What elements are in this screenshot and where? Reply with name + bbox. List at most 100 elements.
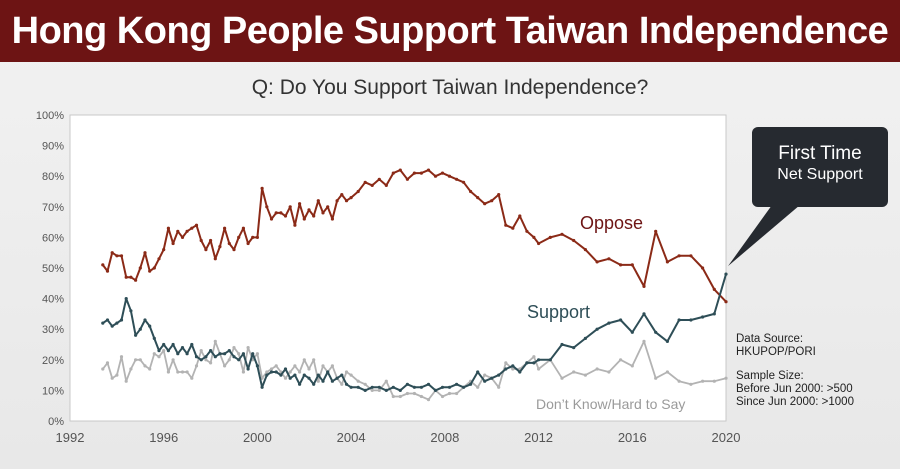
y-tick-label: 100% <box>36 110 64 122</box>
data-point <box>232 346 236 350</box>
data-point <box>312 382 316 386</box>
data-point <box>363 388 367 392</box>
data-point <box>447 385 452 389</box>
data-point <box>490 199 494 203</box>
sample-size-since: Since Jun 2000: >1000 <box>736 396 854 408</box>
data-point <box>462 180 466 184</box>
data-point <box>199 358 203 362</box>
series-label-dont-know: Don’t Know/Hard to Say <box>536 396 685 412</box>
data-point <box>363 180 367 184</box>
y-tick-label: 40% <box>42 294 64 306</box>
data-point <box>218 245 222 249</box>
data-point <box>504 367 508 371</box>
data-point <box>349 196 353 200</box>
data-point <box>595 327 599 331</box>
data-point <box>511 367 515 371</box>
data-point <box>724 376 728 380</box>
data-point <box>518 370 522 374</box>
data-point <box>180 370 185 374</box>
data-point <box>572 238 576 243</box>
data-point <box>677 254 681 258</box>
data-point <box>166 226 170 230</box>
data-point <box>560 376 564 380</box>
data-point <box>255 235 259 239</box>
data-point <box>218 352 222 356</box>
data-point <box>101 321 105 325</box>
data-point <box>548 358 552 362</box>
data-point <box>269 367 274 371</box>
data-point <box>176 352 180 356</box>
data-point <box>511 364 515 368</box>
data-point <box>251 352 255 356</box>
data-point <box>476 196 480 200</box>
y-tick-label: 20% <box>42 355 64 367</box>
data-point <box>134 358 138 362</box>
data-point <box>274 364 278 368</box>
data-source-label: Data Source: <box>736 333 804 345</box>
data-point <box>316 199 320 203</box>
data-point <box>105 269 110 273</box>
data-point <box>138 358 142 362</box>
data-point <box>504 361 508 365</box>
data-point <box>307 376 311 380</box>
data-point <box>157 355 161 359</box>
data-point <box>171 358 175 362</box>
data-point <box>213 257 217 261</box>
data-point <box>455 382 459 386</box>
data-point <box>213 355 217 359</box>
data-point <box>321 364 325 368</box>
data-point <box>405 391 409 396</box>
data-point <box>307 208 311 212</box>
data-point <box>115 373 119 377</box>
data-point <box>689 254 693 258</box>
data-point <box>398 168 402 172</box>
data-point <box>227 349 231 353</box>
data-point <box>115 321 119 325</box>
data-point <box>525 361 529 365</box>
data-point <box>377 388 381 392</box>
data-point <box>572 346 576 350</box>
data-point <box>110 251 114 255</box>
data-point <box>537 358 541 362</box>
sample-size-label: Sample Size: <box>736 370 804 382</box>
data-point <box>157 349 161 353</box>
data-point <box>476 385 480 389</box>
data-point <box>129 275 133 279</box>
data-point <box>237 358 241 362</box>
data-point <box>518 214 522 218</box>
data-point <box>190 342 194 347</box>
data-point <box>370 385 374 389</box>
data-point <box>194 355 199 359</box>
data-point <box>293 373 297 377</box>
data-point <box>560 342 564 347</box>
x-tick-label: 2012 <box>524 430 553 445</box>
data-point <box>433 388 438 392</box>
data-point <box>412 385 416 389</box>
x-tick-label: 2004 <box>337 430 366 445</box>
data-point <box>349 373 353 377</box>
data-point <box>293 223 297 227</box>
data-point <box>199 238 203 243</box>
x-tick-label: 2016 <box>618 430 647 445</box>
data-point <box>665 370 670 374</box>
data-point <box>665 339 670 343</box>
data-point <box>223 226 227 230</box>
data-point <box>344 382 349 386</box>
data-point <box>101 263 105 267</box>
data-point <box>124 275 128 279</box>
data-point <box>176 370 180 374</box>
data-point <box>283 214 288 218</box>
data-point <box>204 355 208 359</box>
data-point <box>405 177 409 181</box>
data-point <box>712 312 716 316</box>
data-point <box>283 367 288 371</box>
data-point <box>335 376 339 380</box>
data-point <box>724 300 728 304</box>
data-point <box>269 217 274 221</box>
y-tick-label: 30% <box>42 324 64 336</box>
data-point <box>166 349 170 353</box>
data-point <box>433 174 438 178</box>
data-point <box>274 370 278 374</box>
data-point <box>209 238 213 243</box>
